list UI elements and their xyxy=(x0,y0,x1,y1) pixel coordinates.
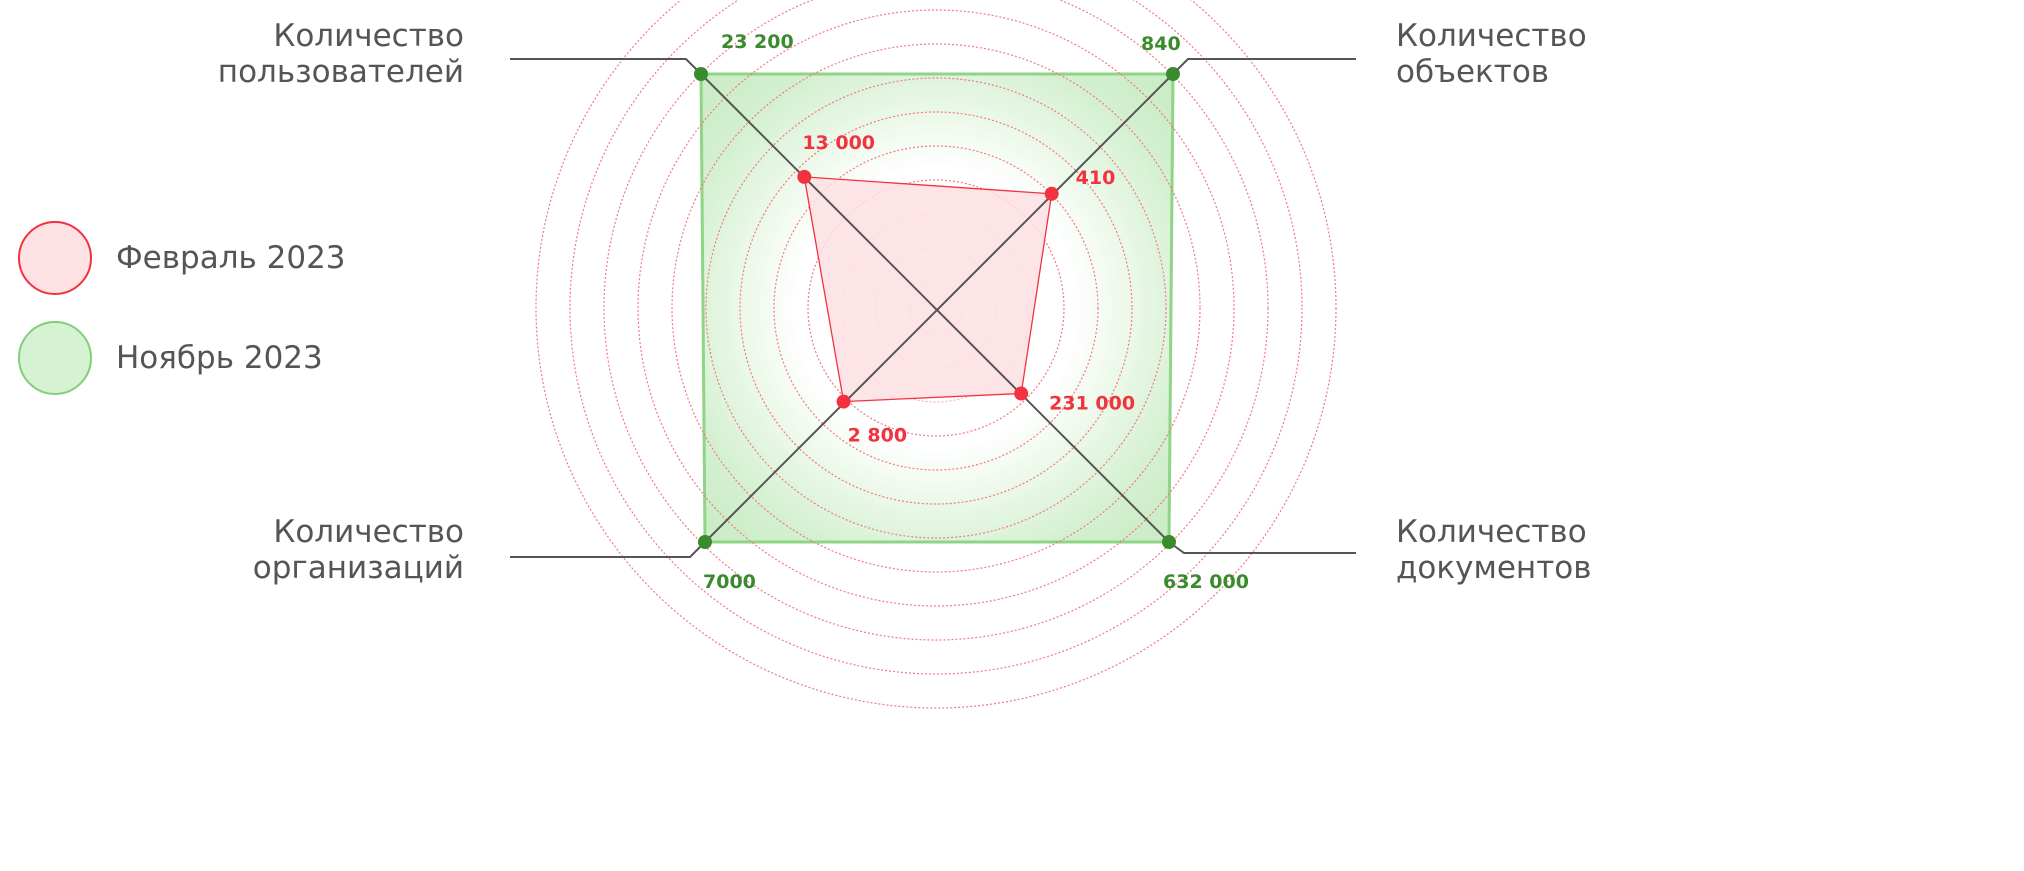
radar-axes xyxy=(700,73,1174,543)
grid-ring xyxy=(807,179,1065,437)
point-nov-2023-objects xyxy=(1166,67,1180,81)
grid-ring xyxy=(739,111,1133,505)
series-feb-2023-polygon xyxy=(803,176,1053,403)
grid-ring xyxy=(569,0,1303,675)
data-label-feb-2023-documents: 231 000 xyxy=(1049,393,1135,415)
axis-label-objects: Количество объектов xyxy=(1396,18,1587,90)
axis-label-organizations: Количество организаций xyxy=(252,514,464,586)
data-label-nov-2023-organizations: 7000 xyxy=(703,571,756,593)
data-labels: 23 200 840 632 000 7000 13 000 410 231 000 2 80… xyxy=(703,31,1249,593)
data-label-feb-2023-organizations: 2 800 xyxy=(848,425,908,447)
data-label-nov-2023-objects: 840 xyxy=(1141,33,1181,55)
point-feb-2023-documents xyxy=(1014,386,1029,401)
grid-ring xyxy=(773,145,1099,471)
grid-ring xyxy=(535,0,1337,709)
connector-organizations xyxy=(510,541,706,558)
point-nov-2023-documents xyxy=(1162,535,1176,549)
grid-ring xyxy=(603,0,1269,641)
grid-ring xyxy=(705,77,1167,539)
data-label-feb-2023-objects: 410 xyxy=(1076,167,1116,189)
data-label-nov-2023-users: 23 200 xyxy=(721,31,794,53)
grid-ring xyxy=(671,43,1201,573)
point-feb-2023-objects xyxy=(1044,186,1059,201)
point-feb-2023-organizations xyxy=(836,394,851,409)
series-feb-2023-area xyxy=(803,176,1053,403)
axis-label-documents: Количество документов xyxy=(1396,514,1592,586)
point-nov-2023-organizations xyxy=(698,535,712,549)
connector-documents xyxy=(1168,541,1356,554)
data-points xyxy=(694,67,1180,549)
data-label-feb-2023-users: 13 000 xyxy=(802,132,875,154)
axis-line-objects-organizations xyxy=(704,73,1174,543)
grid-ring xyxy=(637,9,1235,607)
legend-label-nov-2023: Ноябрь 2023 xyxy=(116,340,323,376)
point-nov-2023-users xyxy=(694,67,708,81)
connector-objects xyxy=(1172,58,1356,75)
legend-label-feb-2023: Февраль 2023 xyxy=(116,240,346,276)
point-feb-2023-users xyxy=(797,169,812,184)
legend-item-nov-2023: Ноябрь 2023 xyxy=(18,308,346,408)
legend-swatch-nov-2023 xyxy=(18,321,92,395)
chart-legend: Февраль 2023 Ноябрь 2023 xyxy=(18,208,346,408)
connector-users xyxy=(510,58,702,75)
legend-swatch-feb-2023 xyxy=(18,221,92,295)
legend-item-feb-2023: Февраль 2023 xyxy=(18,208,346,308)
axis-label-users: Количество пользователей xyxy=(217,18,464,90)
data-label-nov-2023-documents: 632 000 xyxy=(1163,571,1249,593)
axis-line-users-documents xyxy=(700,73,1170,543)
